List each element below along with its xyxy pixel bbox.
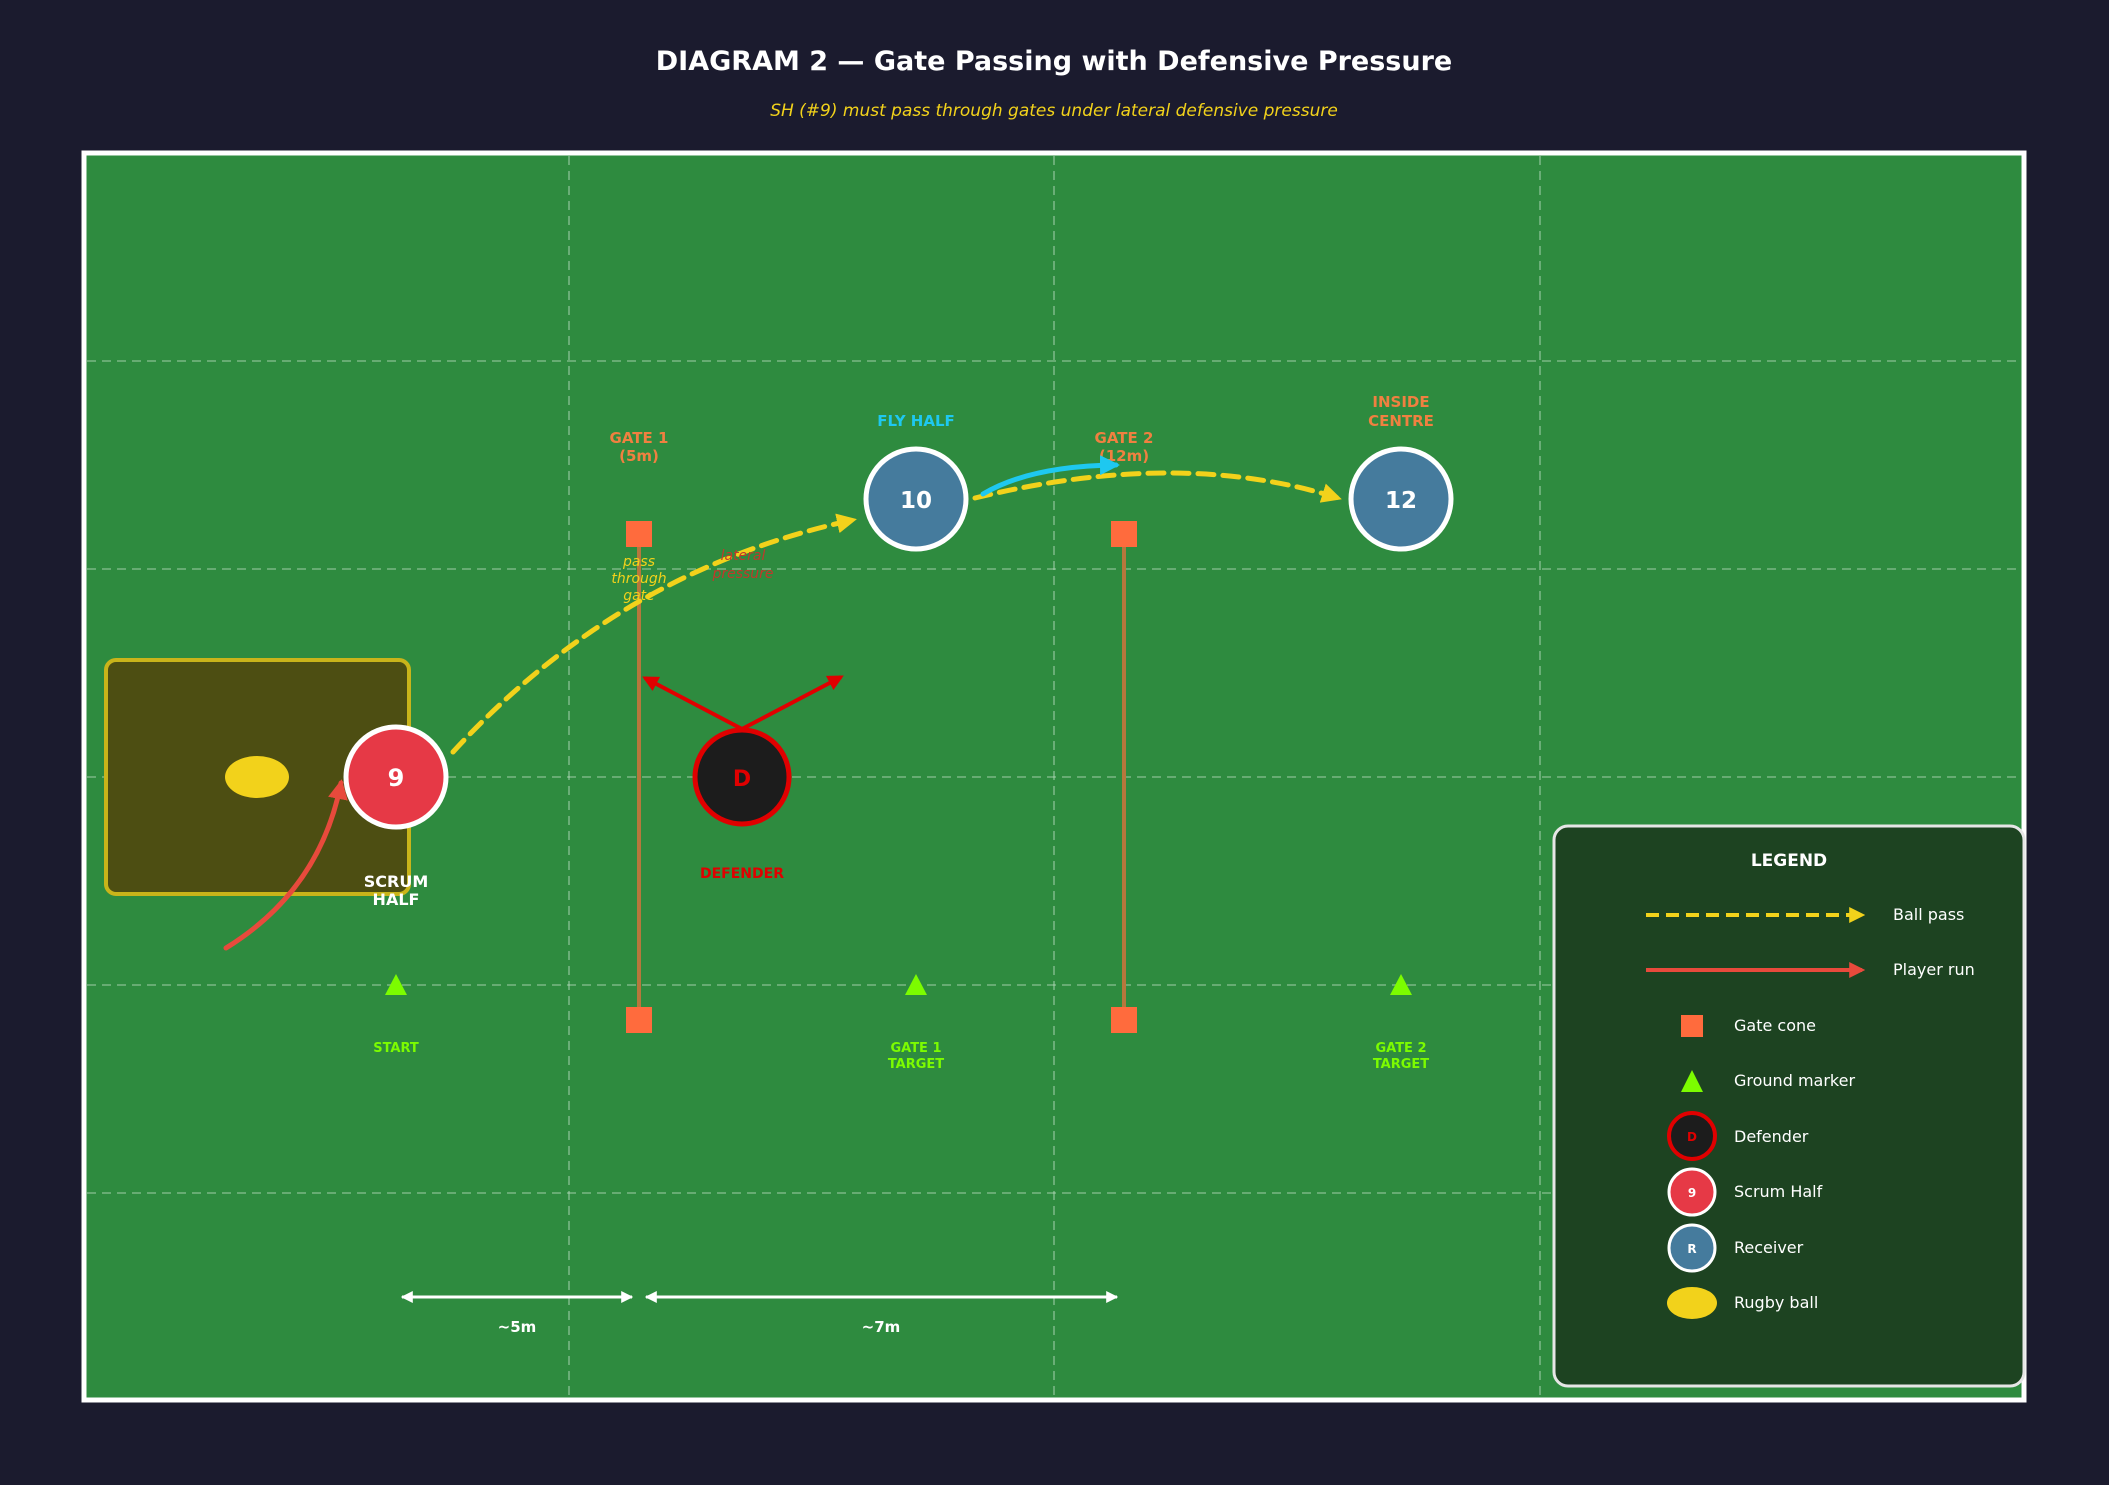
flyhalf-run-arrow [980,455,1120,497]
ground-marker-start [385,974,407,995]
legend-player-run-label: Player run [1893,960,1975,979]
gate2-target-label: TARGET [1373,1057,1429,1072]
legend-rugby-ball-icon [1667,1287,1717,1319]
legend-receiver-icon-letter: R [1687,1242,1696,1256]
pass-through-gate-annotation: pass [622,554,655,570]
distance-label-7m: ~7m [862,1318,901,1336]
legend-ground-marker-label: Ground marker [1734,1071,1855,1090]
scrum-half-number: 9 [388,764,405,792]
gate2-label: GATE 2 [1095,429,1154,447]
start-marker-label: START [373,1041,419,1056]
fly-half-number: 10 [900,488,932,514]
scrum-half-player: 9 [343,724,449,830]
gate1-label: GATE 1 [610,429,669,447]
fly-half-label: FLY HALF [877,412,955,430]
lateral-pressure-annotation: lateral [721,548,766,564]
legend-panel: LEGEND Ball pass Player run Gate cone Gr… [1552,824,2026,1388]
pass-arc-sh-to-flyhalf [450,513,857,755]
inside-centre-player: 12 [1348,446,1454,552]
inside-centre-label: INSIDE [1372,393,1429,411]
distance-label-5m: ~5m [498,1318,537,1336]
inside-centre-label: CENTRE [1368,412,1434,430]
gate1-top-cone [626,521,652,547]
gate1-distance-label: (5m) [619,447,659,465]
scrum-half-label: HALF [373,890,420,909]
diagram-subtitle: SH (#9) must pass through gates under la… [770,101,1338,121]
legend-ball-pass-label: Ball pass [1893,905,1964,924]
diagram-title: DIAGRAM 2 — Gate Passing with Defensive … [656,46,1452,77]
gate2-bottom-cone [1111,1007,1137,1033]
legend-title: LEGEND [1751,851,1827,871]
legend-rugby-ball-label: Rugby ball [1734,1293,1818,1312]
ground-marker-gate1-target [905,974,927,995]
defender-letter: D [733,767,751,792]
legend-receiver-icon [1667,1223,1717,1273]
legend-scrum-half-icon [1667,1167,1717,1217]
pass-through-gate-annotation: through [611,571,666,587]
legend-defender-label: Defender [1734,1127,1809,1146]
ground-marker-gate2-target [1390,974,1412,995]
legend-receiver-label: Receiver [1734,1238,1804,1257]
inside-centre-number: 12 [1385,488,1417,514]
gate1-target-label: TARGET [888,1057,944,1072]
legend-defender-icon-letter: D [1687,1130,1697,1144]
defender-label: DEFENDER [700,866,784,882]
defender-pressure-arrow-left [642,676,743,731]
pass-through-gate-annotation: gate [623,588,655,604]
legend-defender-icon [1667,1111,1717,1161]
defender-player: D [692,727,792,827]
pass-arc-flyhalf-to-centre [972,470,1342,503]
legend-gate-cone-label: Gate cone [1734,1016,1816,1035]
gate2-top-cone [1111,521,1137,547]
gate2-distance-label: (12m) [1099,447,1149,465]
gate2-target-label: GATE 2 [1375,1041,1426,1056]
rugby-ball [225,756,289,798]
legend-scrum-half-icon-number: 9 [1688,1186,1696,1200]
legend-ground-marker-icon [1681,1070,1703,1092]
legend-gate-cone-icon [1681,1015,1703,1037]
lateral-pressure-annotation: pressure [711,566,773,582]
gate1-bottom-cone [626,1007,652,1033]
scrum-half-run-arrow [223,779,348,951]
legend-scrum-half-label: Scrum Half [1734,1182,1823,1201]
gate1-target-label: GATE 1 [890,1041,941,1056]
defender-pressure-arrow-right [741,675,844,731]
fly-half-player: 10 [863,446,969,552]
scrum-half-label: SCRUM [364,872,429,891]
